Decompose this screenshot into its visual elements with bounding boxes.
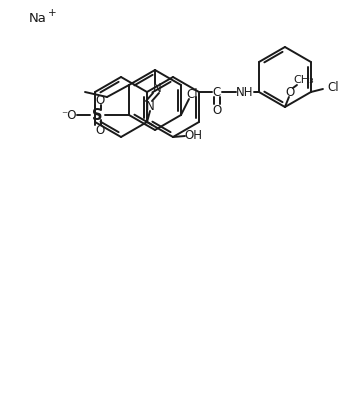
Text: ⁻O: ⁻O [61, 108, 77, 121]
Text: NH: NH [236, 85, 254, 98]
Text: O: O [95, 93, 105, 106]
Text: N: N [153, 82, 161, 95]
Text: O: O [95, 123, 105, 136]
Text: N: N [146, 100, 154, 113]
Text: Na: Na [29, 11, 47, 24]
Text: Cl: Cl [327, 80, 339, 93]
Text: CH₃: CH₃ [293, 75, 314, 85]
Text: S: S [92, 108, 102, 123]
Text: OH: OH [184, 128, 202, 141]
Text: C: C [213, 85, 221, 98]
Text: O: O [285, 85, 294, 98]
Text: +: + [48, 8, 56, 18]
Text: Cl: Cl [186, 87, 198, 100]
Text: O: O [212, 104, 222, 117]
